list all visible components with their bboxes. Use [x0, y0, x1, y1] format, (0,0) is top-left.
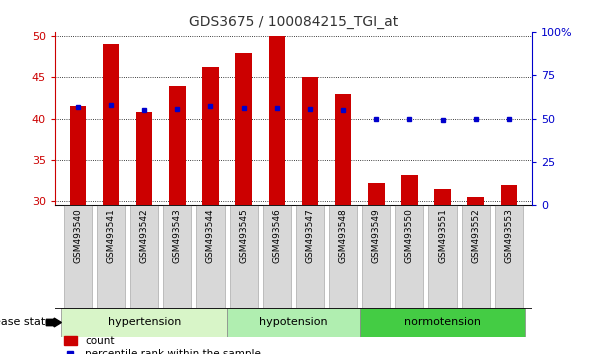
- Bar: [302, 77, 318, 205]
- Bar: [360, 308, 525, 337]
- Bar: [500, 185, 517, 205]
- FancyBboxPatch shape: [429, 205, 457, 308]
- Text: GSM493549: GSM493549: [371, 209, 381, 263]
- FancyBboxPatch shape: [64, 205, 92, 308]
- Text: GSM493542: GSM493542: [140, 209, 149, 263]
- Bar: [269, 36, 285, 205]
- Text: GSM493548: GSM493548: [339, 209, 348, 263]
- FancyBboxPatch shape: [164, 205, 192, 308]
- Bar: [61, 308, 227, 337]
- FancyBboxPatch shape: [329, 205, 357, 308]
- Bar: [227, 308, 360, 337]
- Text: GSM493544: GSM493544: [206, 209, 215, 263]
- Text: GSM493547: GSM493547: [305, 209, 314, 263]
- Text: hypertension: hypertension: [108, 318, 181, 327]
- Bar: [335, 94, 351, 205]
- Bar: [103, 44, 119, 205]
- Text: GSM493552: GSM493552: [471, 209, 480, 263]
- FancyBboxPatch shape: [296, 205, 324, 308]
- Text: GSM493553: GSM493553: [504, 209, 513, 263]
- FancyBboxPatch shape: [230, 205, 258, 308]
- Bar: [401, 175, 418, 205]
- Text: disease state: disease state: [0, 318, 52, 327]
- Bar: [468, 197, 484, 205]
- Bar: [235, 52, 252, 205]
- Bar: [169, 86, 185, 205]
- Text: GSM493545: GSM493545: [239, 209, 248, 263]
- FancyBboxPatch shape: [263, 205, 291, 308]
- Legend: count, percentile rank within the sample: count, percentile rank within the sample: [60, 332, 265, 354]
- Text: GSM493540: GSM493540: [74, 209, 83, 263]
- Text: GSM493541: GSM493541: [106, 209, 116, 263]
- Bar: [434, 189, 451, 205]
- FancyBboxPatch shape: [461, 205, 489, 308]
- FancyBboxPatch shape: [97, 205, 125, 308]
- Bar: [202, 67, 219, 205]
- Text: GSM493550: GSM493550: [405, 209, 414, 263]
- Title: GDS3675 / 100084215_TGI_at: GDS3675 / 100084215_TGI_at: [188, 16, 398, 29]
- Text: normotension: normotension: [404, 318, 481, 327]
- FancyBboxPatch shape: [395, 205, 423, 308]
- Bar: [136, 112, 153, 205]
- Text: GSM493546: GSM493546: [272, 209, 282, 263]
- FancyBboxPatch shape: [362, 205, 390, 308]
- FancyBboxPatch shape: [495, 205, 523, 308]
- FancyBboxPatch shape: [196, 205, 224, 308]
- Text: hypotension: hypotension: [259, 318, 328, 327]
- Text: GSM493551: GSM493551: [438, 209, 447, 263]
- Text: GSM493543: GSM493543: [173, 209, 182, 263]
- Bar: [368, 183, 384, 205]
- Bar: [70, 106, 86, 205]
- FancyBboxPatch shape: [130, 205, 158, 308]
